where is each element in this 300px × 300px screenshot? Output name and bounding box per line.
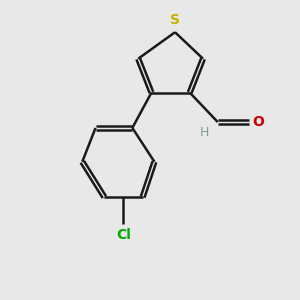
Text: S: S	[170, 13, 180, 27]
Text: Cl: Cl	[116, 228, 131, 242]
Text: H: H	[200, 126, 209, 139]
Text: O: O	[253, 115, 264, 129]
